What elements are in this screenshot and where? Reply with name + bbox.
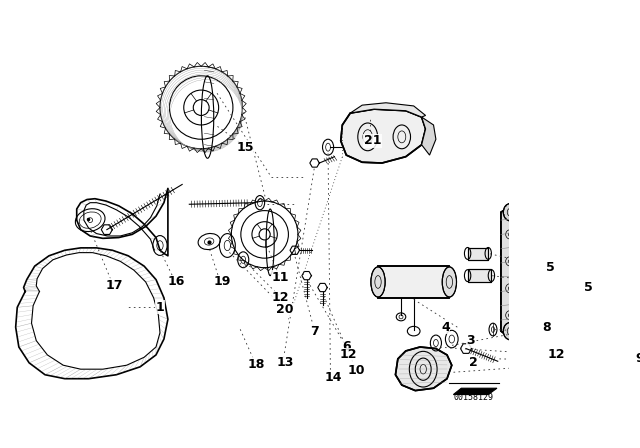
Ellipse shape xyxy=(503,323,518,340)
Text: 15: 15 xyxy=(237,141,254,154)
Ellipse shape xyxy=(503,203,518,221)
Text: 6: 6 xyxy=(342,340,351,353)
Polygon shape xyxy=(501,208,521,336)
Text: 2: 2 xyxy=(468,356,477,369)
Text: 1: 1 xyxy=(156,301,164,314)
Text: 12: 12 xyxy=(548,349,565,362)
Polygon shape xyxy=(378,266,449,298)
Text: 13: 13 xyxy=(276,356,294,369)
Text: 12: 12 xyxy=(272,291,289,304)
Polygon shape xyxy=(350,103,426,117)
Text: 19: 19 xyxy=(213,276,230,289)
Text: 10: 10 xyxy=(348,364,365,377)
Text: 9: 9 xyxy=(636,353,640,366)
Ellipse shape xyxy=(371,267,385,297)
Text: 8: 8 xyxy=(543,321,551,334)
Text: 12: 12 xyxy=(340,349,357,362)
Text: 14: 14 xyxy=(324,370,342,383)
Text: 20: 20 xyxy=(276,303,294,316)
Text: 4: 4 xyxy=(441,321,450,334)
Text: 21: 21 xyxy=(364,134,381,147)
Text: 7: 7 xyxy=(310,325,319,338)
Text: 16: 16 xyxy=(167,276,184,289)
Text: 00158129: 00158129 xyxy=(454,393,494,402)
Polygon shape xyxy=(340,109,426,163)
Text: 5: 5 xyxy=(546,261,554,274)
Polygon shape xyxy=(468,269,492,282)
Text: 11: 11 xyxy=(272,271,289,284)
Text: 5: 5 xyxy=(584,281,593,294)
Polygon shape xyxy=(396,347,452,391)
Ellipse shape xyxy=(442,267,456,297)
Polygon shape xyxy=(453,388,497,395)
Polygon shape xyxy=(468,248,488,260)
Text: 17: 17 xyxy=(105,279,123,292)
Text: 3: 3 xyxy=(467,334,475,347)
Polygon shape xyxy=(422,117,436,155)
Text: 18: 18 xyxy=(248,358,266,371)
